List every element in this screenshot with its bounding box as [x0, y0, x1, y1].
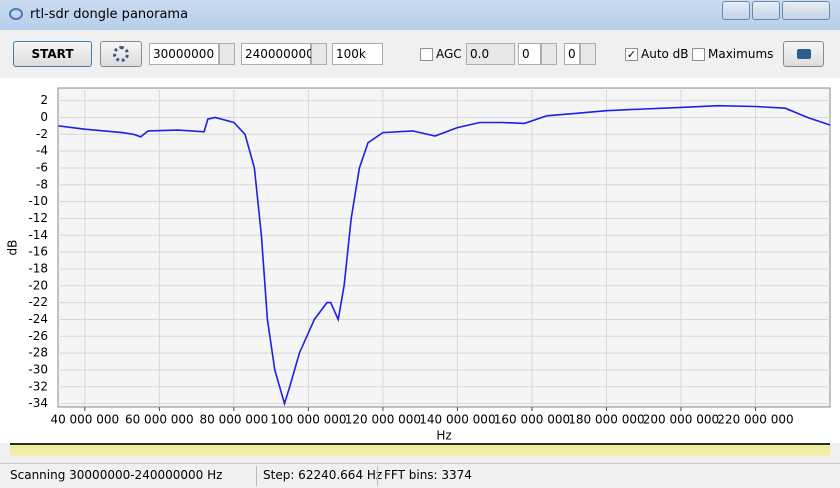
spectrum-line — [58, 104, 831, 407]
x-tick-label: 120 000 000 — [345, 413, 421, 427]
camera-icon — [797, 49, 811, 59]
y-tick-label: -22 — [28, 295, 48, 309]
step-dropdown[interactable]: 100k — [332, 43, 383, 65]
chart: 2 0 -2 -4 -6 -8 -10 -12 -14 -16 -18 -20 -22 -24 -26 -28… — [0, 78, 840, 443]
y-tick-label: -16 — [28, 245, 48, 259]
start-freq-input[interactable]: 30000000 — [149, 43, 219, 65]
x-axis-label: Hz — [436, 429, 451, 443]
x-tick-label: 160 000 000 — [494, 413, 570, 427]
y-tick-label: 0 — [40, 110, 48, 124]
spinner[interactable] — [580, 43, 596, 65]
y-tick-label: -6 — [36, 160, 48, 174]
agc-gain-dropdown[interactable]: 0.0 — [466, 43, 515, 65]
end-freq-input[interactable]: 240000000 — [241, 43, 314, 65]
x-tick-label: 40 000 000 — [50, 413, 119, 427]
x-tick-label: 140 000 000 — [419, 413, 495, 427]
maximums-label: Maximums — [708, 47, 774, 61]
y-tick-label: -30 — [28, 362, 48, 376]
y-tick-label: -24 — [28, 312, 48, 326]
separator — [256, 466, 257, 486]
y-tick-label: -10 — [28, 194, 48, 208]
agc-label: AGC — [436, 47, 462, 61]
y-tick-label: -8 — [36, 177, 48, 191]
y-tick-label: -4 — [36, 144, 48, 158]
minimize-button[interactable] — [722, 1, 750, 20]
status-bar: Scanning 30000000-240000000 Hz Step: 622… — [0, 463, 840, 488]
spinner[interactable] — [541, 43, 557, 65]
step-status: Step: 62240.664 Hz — [263, 468, 383, 482]
spinner[interactable] — [311, 43, 327, 65]
auto-db-label: Auto dB — [641, 47, 689, 61]
y-tick-label: -34 — [28, 396, 48, 410]
y-tick-label: -12 — [28, 211, 48, 225]
maximize-button[interactable] — [752, 1, 780, 20]
x-tick-label: 180 000 000 — [568, 413, 644, 427]
x-tick-label: 220 000 000 — [717, 413, 793, 427]
x-tick-label: 60 000 000 — [125, 413, 194, 427]
title-bar: rtl-sdr dongle panorama — [0, 0, 840, 30]
y-tick-label: -26 — [28, 329, 48, 343]
settings-button[interactable] — [100, 41, 142, 67]
scanning-status: Scanning 30000000-240000000 Hz — [10, 468, 223, 482]
y-tick-label: -20 — [28, 278, 48, 292]
y-tick-label: -14 — [28, 228, 48, 242]
y-tick-label: -32 — [28, 379, 48, 393]
x-tick-label: 80 000 000 — [200, 413, 269, 427]
gain2-input[interactable]: 0 — [564, 43, 580, 65]
close-button[interactable] — [782, 1, 830, 20]
x-tick-label: 100 000 000 — [270, 413, 346, 427]
start-button[interactable]: START — [13, 41, 92, 67]
y-tick-label: -2 — [36, 127, 48, 141]
plot-area — [57, 87, 831, 408]
app-icon — [9, 8, 23, 20]
y-tick-label: -18 — [28, 261, 48, 275]
spinner[interactable] — [219, 43, 235, 65]
x-tick-label: 200 000 000 — [643, 413, 719, 427]
window-title: rtl-sdr dongle panorama — [30, 7, 189, 22]
fft-bins-status: FFT bins: 3374 — [384, 468, 472, 482]
auto-db-checkbox[interactable]: ✓ — [625, 48, 638, 61]
y-tick-label: -28 — [28, 346, 48, 360]
separator — [377, 466, 378, 486]
maximums-checkbox[interactable] — [692, 48, 705, 61]
toolbar: START 30000000 240000000 100k AGC 0.0 0 … — [0, 30, 840, 78]
y-axis-label: dB — [6, 240, 20, 256]
screenshot-button[interactable] — [783, 41, 824, 67]
waterfall — [10, 443, 830, 456]
gear-icon — [113, 46, 129, 62]
y-tick-label: 2 — [40, 93, 48, 107]
gain1-input[interactable]: 0 — [518, 43, 541, 65]
agc-checkbox[interactable] — [420, 48, 433, 61]
